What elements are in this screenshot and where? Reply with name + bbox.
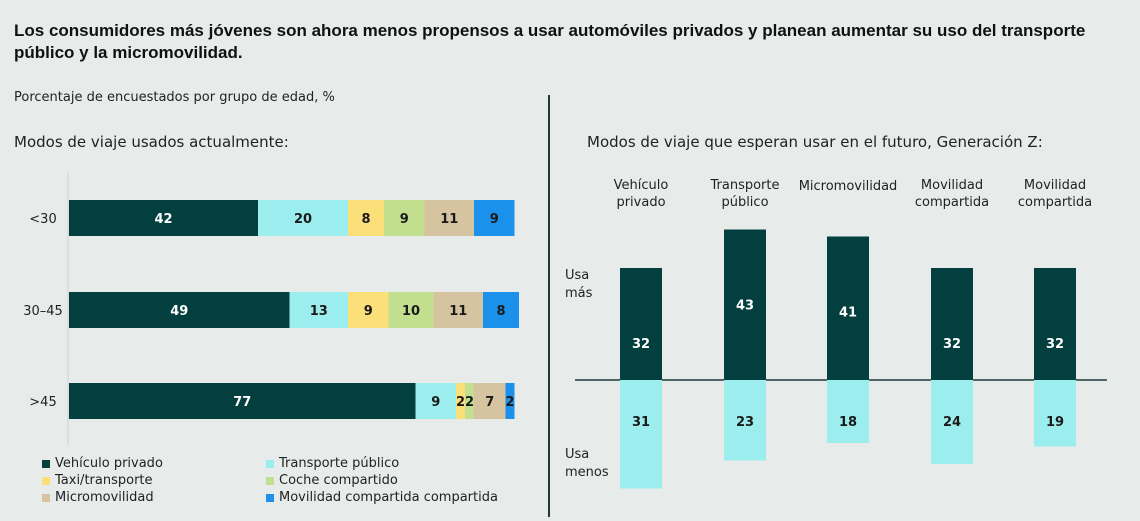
legend-swatch-taxi-transporte [42, 476, 50, 485]
data-label-usa-mas-vehiculo-privado-1: 32 [632, 337, 650, 352]
bar-segment-movilidad-compartida-compartida-30-45 [483, 292, 519, 328]
bar-usa-mas-transporte-publico-2 [724, 229, 766, 380]
chart-title: Los consumidores más jóvenes son ahora m… [14, 21, 1086, 62]
bar-usa-menos-movilidad-compartida-5 [1034, 380, 1076, 447]
panel-divider [548, 95, 550, 517]
bar-segment-vehiculo-privado-30-45 [69, 292, 290, 328]
legend-label-micromovilidad: Micromovilidad [55, 490, 154, 505]
legend-swatch-coche-compartido [266, 476, 274, 485]
data-label-usa-mas-micromovilidad-3: 41 [839, 306, 857, 321]
category-label-movilidad-compartida-5-line-2: compartida [1018, 195, 1092, 210]
bar-usa-menos-movilidad-compartida-4 [931, 380, 973, 464]
legend-item-coche-compartido: Coche compartido [266, 473, 398, 488]
bar-segment-transporte-publico-30 [258, 200, 348, 236]
data-label-usa-menos-vehiculo-privado-1: 31 [632, 415, 650, 430]
bar-segment-vehiculo-privado-45 [69, 383, 416, 419]
category-label-30-45: 30–45 [23, 304, 63, 319]
bar-segment-coche-compartido-30-45 [388, 292, 434, 328]
series-label-usa-mas-line-1: Usa [565, 268, 589, 283]
series-label-usa-menos-line-2: menos [565, 465, 609, 480]
bar-usa-menos-vehiculo-privado-1 [620, 380, 662, 489]
bar-usa-mas-micromovilidad-3 [827, 236, 869, 380]
category-label-movilidad-compartida-4-line-1: Movilidad [921, 178, 983, 193]
category-label-micromovilidad-3-line-1: Micromovilidad [799, 179, 898, 194]
right-chart-heading: Modos de viaje que esperan usar en el fu… [587, 133, 1043, 151]
bar-segment-movilidad-compartida-compartida-45 [505, 383, 515, 419]
category-label-transporte-publico-2-line-2: público [721, 195, 768, 210]
legend-label-movilidad-compartida-compartida: Movilidad compartida compartida [279, 490, 498, 505]
legend-swatch-micromovilidad [42, 493, 50, 502]
data-label-taxi-transporte-30: 8 [361, 212, 370, 227]
legend: Vehículo privado Transporte público Taxi/t… [42, 456, 542, 512]
category-label-vehiculo-privado-1-line-2: privado [616, 195, 665, 210]
bar-segment-taxi-transporte-30 [348, 200, 384, 236]
bar-segment-coche-compartido-30 [384, 200, 425, 236]
data-label-coche-compartido-45: 2 [465, 395, 474, 410]
data-label-taxi-transporte-30-45: 9 [364, 304, 373, 319]
bar-segment-taxi-transporte-45 [456, 383, 465, 419]
bar-segment-transporte-publico-30-45 [289, 292, 348, 328]
chart-subtitle: Porcentaje de encuestados por grupo de e… [14, 90, 335, 105]
legend-item-movilidad-compartida-compartida: Movilidad compartida compartida [266, 490, 498, 505]
data-label-vehiculo-privado-30-45: 49 [170, 304, 188, 319]
data-label-taxi-transporte-45: 2 [456, 395, 465, 410]
data-label-vehiculo-privado-30: 42 [154, 212, 172, 227]
data-label-micromovilidad-45: 7 [485, 395, 494, 410]
bar-segment-transporte-publico-45 [415, 383, 456, 419]
data-label-micromovilidad-30: 11 [440, 212, 458, 227]
category-label-transporte-publico-2-line-1: Transporte [710, 178, 780, 193]
bar-usa-mas-movilidad-compartida-5 [1034, 268, 1076, 380]
legend-swatch-vehiculo-privado [42, 459, 50, 468]
data-label-movilidad-compartida-compartida-30: 9 [490, 212, 499, 227]
data-label-usa-menos-micromovilidad-3: 18 [839, 415, 857, 430]
legend-label-vehiculo-privado: Vehículo privado [55, 456, 163, 471]
data-label-usa-mas-transporte-publico-2: 43 [736, 299, 754, 314]
bar-usa-menos-transporte-publico-2 [724, 380, 766, 461]
legend-item-transporte-publico: Transporte público [266, 456, 399, 471]
data-label-transporte-publico-30: 20 [294, 212, 312, 227]
bar-segment-movilidad-compartida-compartida-30 [474, 200, 515, 236]
bar-segment-taxi-transporte-30-45 [348, 292, 389, 328]
data-label-usa-mas-movilidad-compartida-4: 32 [943, 337, 961, 352]
category-label-movilidad-compartida-4-line-2: compartida [915, 195, 989, 210]
bar-usa-menos-micromovilidad-3 [827, 380, 869, 443]
data-label-movilidad-compartida-compartida-45: 2 [505, 395, 514, 410]
category-label-45: >45 [29, 395, 56, 410]
data-label-usa-menos-movilidad-compartida-4: 24 [943, 415, 961, 430]
data-label-usa-menos-transporte-publico-2: 23 [736, 415, 754, 430]
left-chart-heading: Modos de viaje usados actualmente: [14, 133, 289, 151]
legend-item-taxi-transporte: Taxi/transporte [42, 473, 153, 488]
data-label-usa-menos-movilidad-compartida-5: 19 [1046, 415, 1064, 430]
bar-segment-vehiculo-privado-30 [69, 200, 258, 236]
data-label-coche-compartido-30-45: 10 [402, 304, 420, 319]
legend-label-coche-compartido: Coche compartido [279, 473, 398, 488]
legend-swatch-transporte-publico [266, 459, 274, 468]
bar-segment-coche-compartido-45 [465, 383, 474, 419]
series-label-usa-menos-line-1: Usa [565, 447, 589, 462]
legend-label-transporte-publico: Transporte público [279, 456, 400, 471]
legend-label-taxi-transporte: Taxi/transporte [55, 473, 153, 488]
data-label-micromovilidad-30-45: 11 [449, 304, 467, 319]
bar-segment-micromovilidad-30 [424, 200, 474, 236]
category-label-vehiculo-privado-1-line-1: Vehículo [614, 178, 669, 193]
data-label-usa-mas-movilidad-compartida-5: 32 [1046, 337, 1064, 352]
data-label-transporte-publico-45: 9 [431, 395, 440, 410]
data-label-movilidad-compartida-compartida-30-45: 8 [496, 304, 505, 319]
legend-item-micromovilidad: Micromovilidad [42, 490, 154, 505]
series-label-usa-mas-line-2: más [565, 286, 593, 301]
data-label-coche-compartido-30: 9 [400, 212, 409, 227]
category-label-movilidad-compartida-5-line-1: Movilidad [1024, 178, 1086, 193]
data-label-vehiculo-privado-45: 77 [233, 395, 251, 410]
bar-segment-micromovilidad-30-45 [433, 292, 483, 328]
data-label-transporte-publico-30-45: 13 [310, 304, 328, 319]
category-label-30: <30 [29, 212, 56, 227]
bar-usa-mas-vehiculo-privado-1 [620, 268, 662, 380]
bar-segment-micromovilidad-45 [474, 383, 506, 419]
bar-usa-mas-movilidad-compartida-4 [931, 268, 973, 380]
legend-swatch-movilidad-compartida-compartida [266, 493, 274, 502]
legend-item-vehiculo-privado: Vehículo privado [42, 456, 163, 471]
